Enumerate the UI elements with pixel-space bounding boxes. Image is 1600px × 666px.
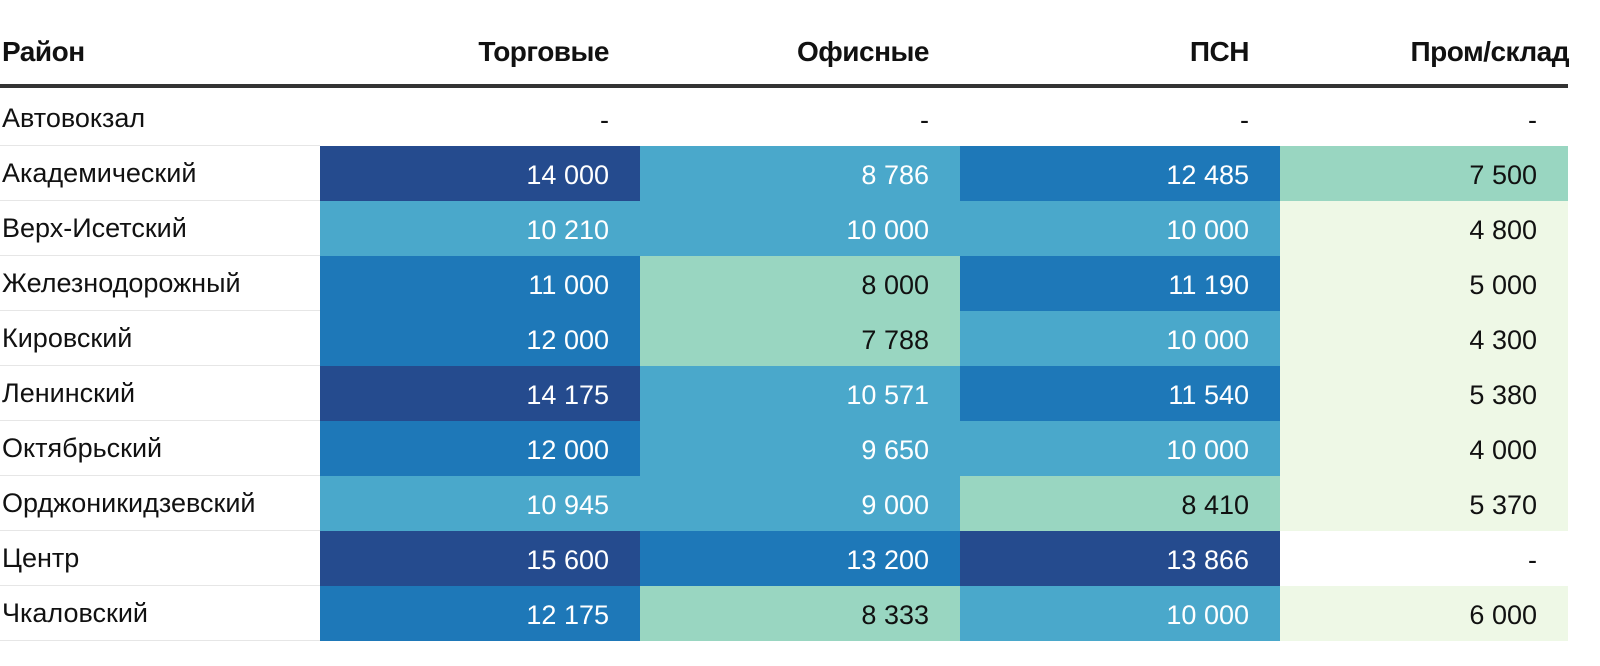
- table-row: Железнодорожный 11 000 8 000 11 190 5 000: [0, 256, 1568, 311]
- heatmap-cell: -: [640, 91, 960, 146]
- heatmap-cell: -: [960, 91, 1280, 146]
- heatmap-cell: 4 800: [1280, 201, 1568, 256]
- heatmap-cell: 10 571: [640, 366, 960, 421]
- table-row: Орджоникидзевский 10 945 9 000 8 410 5 370: [0, 476, 1568, 531]
- column-header-3: ПСН: [1189, 36, 1250, 67]
- column-header-district: Район: [2, 36, 85, 67]
- column-header-4: Пром/склад: [1410, 36, 1569, 67]
- heatmap-cell: 13 200: [640, 531, 960, 586]
- heatmap-cell: 10 000: [960, 586, 1280, 641]
- heatmap-cell: 11 190: [960, 256, 1280, 311]
- table-row: Кировский 12 000 7 788 10 000 4 300: [0, 311, 1568, 366]
- heatmap-cell: 8 000: [640, 256, 960, 311]
- table-row: Ленинский 14 175 10 571 11 540 5 380: [0, 366, 1568, 421]
- heatmap-cell: 12 000: [320, 311, 640, 366]
- heatmap-cell: 5 380: [1280, 366, 1568, 421]
- heatmap-cell: 9 000: [640, 476, 960, 531]
- row-label-district: Железнодорожный: [2, 268, 241, 298]
- heatmap-cell: 4 300: [1280, 311, 1568, 366]
- heatmap-cell: 10 000: [960, 421, 1280, 476]
- heatmap-cell: 4 000: [1280, 421, 1568, 476]
- table-row: Академический 14 000 8 786 12 485 7 500: [0, 146, 1568, 201]
- row-label-district: Автовокзал: [2, 103, 146, 133]
- heatmap-cell: 11 540: [960, 366, 1280, 421]
- heatmap-cell: 8 410: [960, 476, 1280, 531]
- heatmap-cell: 15 600: [320, 531, 640, 586]
- heatmap-cell: 13 866: [960, 531, 1280, 586]
- row-label-district: Ленинский: [2, 378, 136, 408]
- heatmap-cell: 5 000: [1280, 256, 1568, 311]
- table-row: Автовокзал - - - -: [0, 91, 1568, 146]
- heatmap-cell: 7 500: [1280, 146, 1568, 201]
- column-header-1: Торговые: [478, 36, 609, 67]
- heatmap-cell: 10 945: [320, 476, 640, 531]
- heatmap-cell: 14 000: [320, 146, 640, 201]
- heatmap-cell: 8 333: [640, 586, 960, 641]
- row-label-district: Чкаловский: [2, 598, 149, 628]
- heatmap-cell: 10 000: [640, 201, 960, 256]
- table-row: Октябрьский 12 000 9 650 10 000 4 000: [0, 421, 1568, 476]
- heatmap-cell: 6 000: [1280, 586, 1568, 641]
- heatmap-cell: 8 786: [640, 146, 960, 201]
- heatmap-cell: 12 000: [320, 421, 640, 476]
- heatmap-cell: 7 788: [640, 311, 960, 366]
- column-header-2: Офисные: [797, 36, 929, 67]
- table-row: Чкаловский 12 175 8 333 10 000 6 000: [0, 586, 1568, 641]
- row-label-district: Центр: [2, 543, 80, 573]
- table-row: Верх-Исетский 10 210 10 000 10 000 4 800: [0, 201, 1568, 256]
- row-label-district: Академический: [2, 158, 197, 188]
- heatmap-cell: 5 370: [1280, 476, 1568, 531]
- row-label-district: Кировский: [2, 323, 133, 353]
- row-label-district: Верх-Исетский: [2, 213, 187, 243]
- row-label-district: Орджоникидзевский: [2, 488, 256, 518]
- heatmap-cell: -: [1280, 531, 1568, 586]
- heatmap-cell: 10 000: [960, 311, 1280, 366]
- heatmap-cell: -: [1280, 91, 1568, 146]
- heatmap-cell: 12 485: [960, 146, 1280, 201]
- heatmap-cell: 9 650: [640, 421, 960, 476]
- heatmap-cell: 10 000: [960, 201, 1280, 256]
- table-header: Район Торговые Офисные ПСН Пром/склад: [0, 0, 1570, 88]
- heatmap-cell: -: [320, 91, 640, 146]
- heatmap-cell: 14 175: [320, 366, 640, 421]
- heatmap-cell: 11 000: [320, 256, 640, 311]
- heatmap-cell: 10 210: [320, 201, 640, 256]
- table-row: Центр 15 600 13 200 13 866-: [0, 531, 1568, 586]
- row-label-district: Октябрьский: [2, 433, 163, 463]
- heatmap-cell: 12 175: [320, 586, 640, 641]
